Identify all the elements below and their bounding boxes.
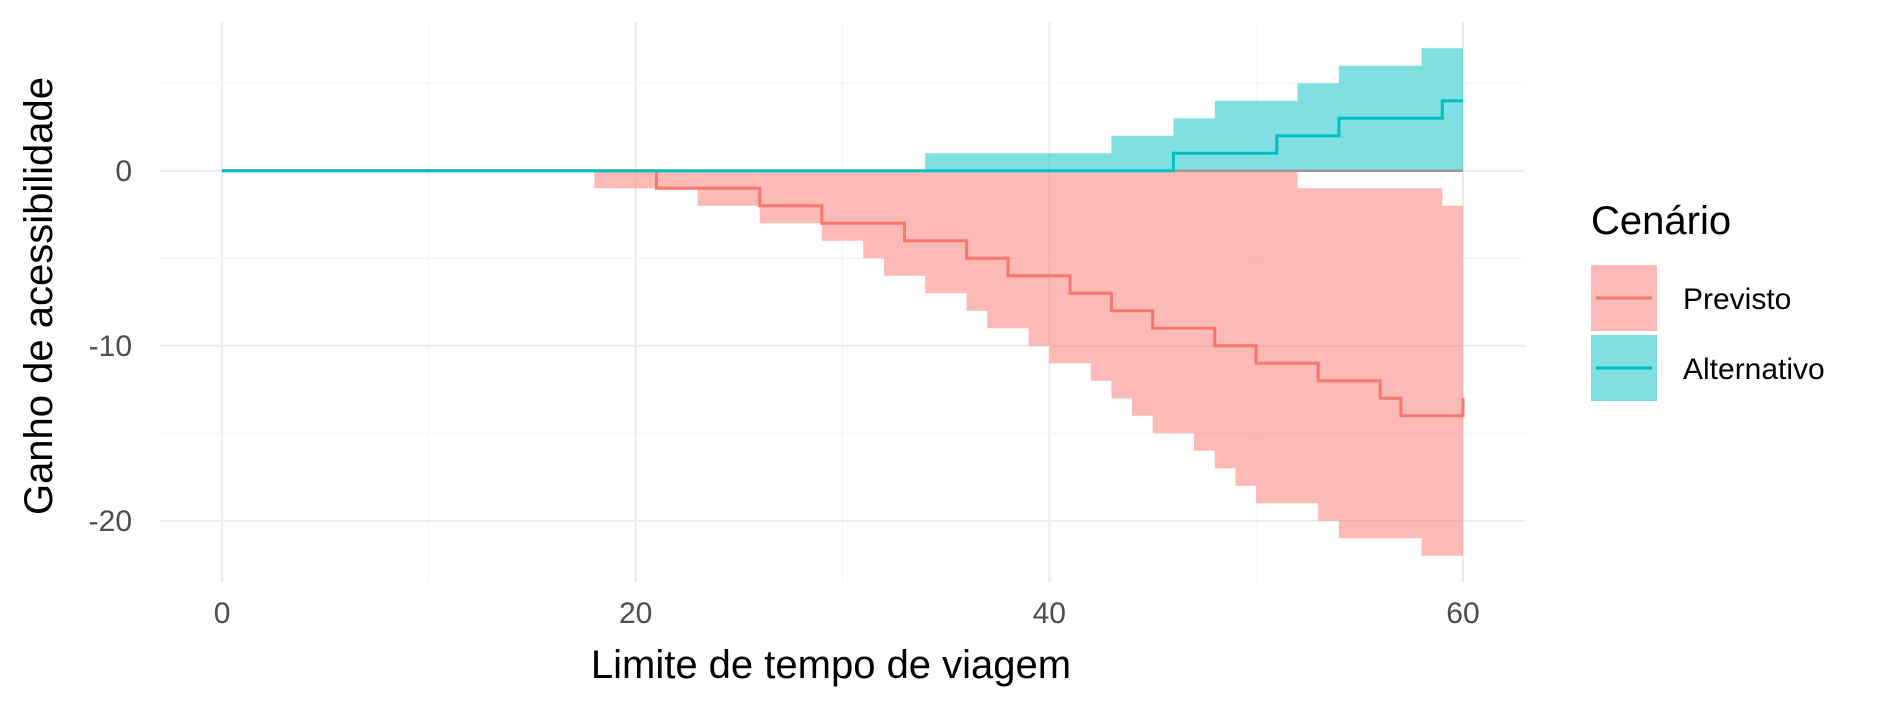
legend-label: Alternativo bbox=[1683, 353, 1825, 386]
y-axis-ticks: -20 -10 0 bbox=[89, 155, 132, 538]
line-alternativo bbox=[222, 99, 1463, 173]
x-tick-label: 0 bbox=[214, 597, 231, 630]
x-tick-label: 20 bbox=[619, 597, 652, 630]
legend: Cenário Previsto Alternativo bbox=[1591, 199, 1825, 401]
x-axis-ticks: 0 20 40 60 bbox=[214, 597, 1480, 630]
y-tick-label: -10 bbox=[89, 330, 132, 363]
y-tick-label: -20 bbox=[89, 505, 132, 538]
confidence-bands bbox=[222, 48, 1463, 556]
y-axis-title: Ganho de acessibilidade bbox=[17, 77, 61, 515]
legend-label: Previsto bbox=[1683, 283, 1791, 316]
median-lines bbox=[222, 99, 1465, 418]
band-alternativo bbox=[222, 48, 1463, 171]
x-tick-label: 40 bbox=[1033, 597, 1066, 630]
x-axis-title: Limite de tempo de viagem bbox=[591, 643, 1071, 687]
legend-entry-previsto: Previsto bbox=[1591, 265, 1791, 331]
band-previsto bbox=[222, 170, 1463, 556]
y-tick-label: 0 bbox=[115, 155, 132, 188]
legend-entries: Previsto Alternativo bbox=[1591, 265, 1825, 401]
x-tick-label: 60 bbox=[1446, 597, 1479, 630]
legend-title: Cenário bbox=[1591, 199, 1731, 243]
legend-entry-alternativo: Alternativo bbox=[1591, 335, 1825, 401]
